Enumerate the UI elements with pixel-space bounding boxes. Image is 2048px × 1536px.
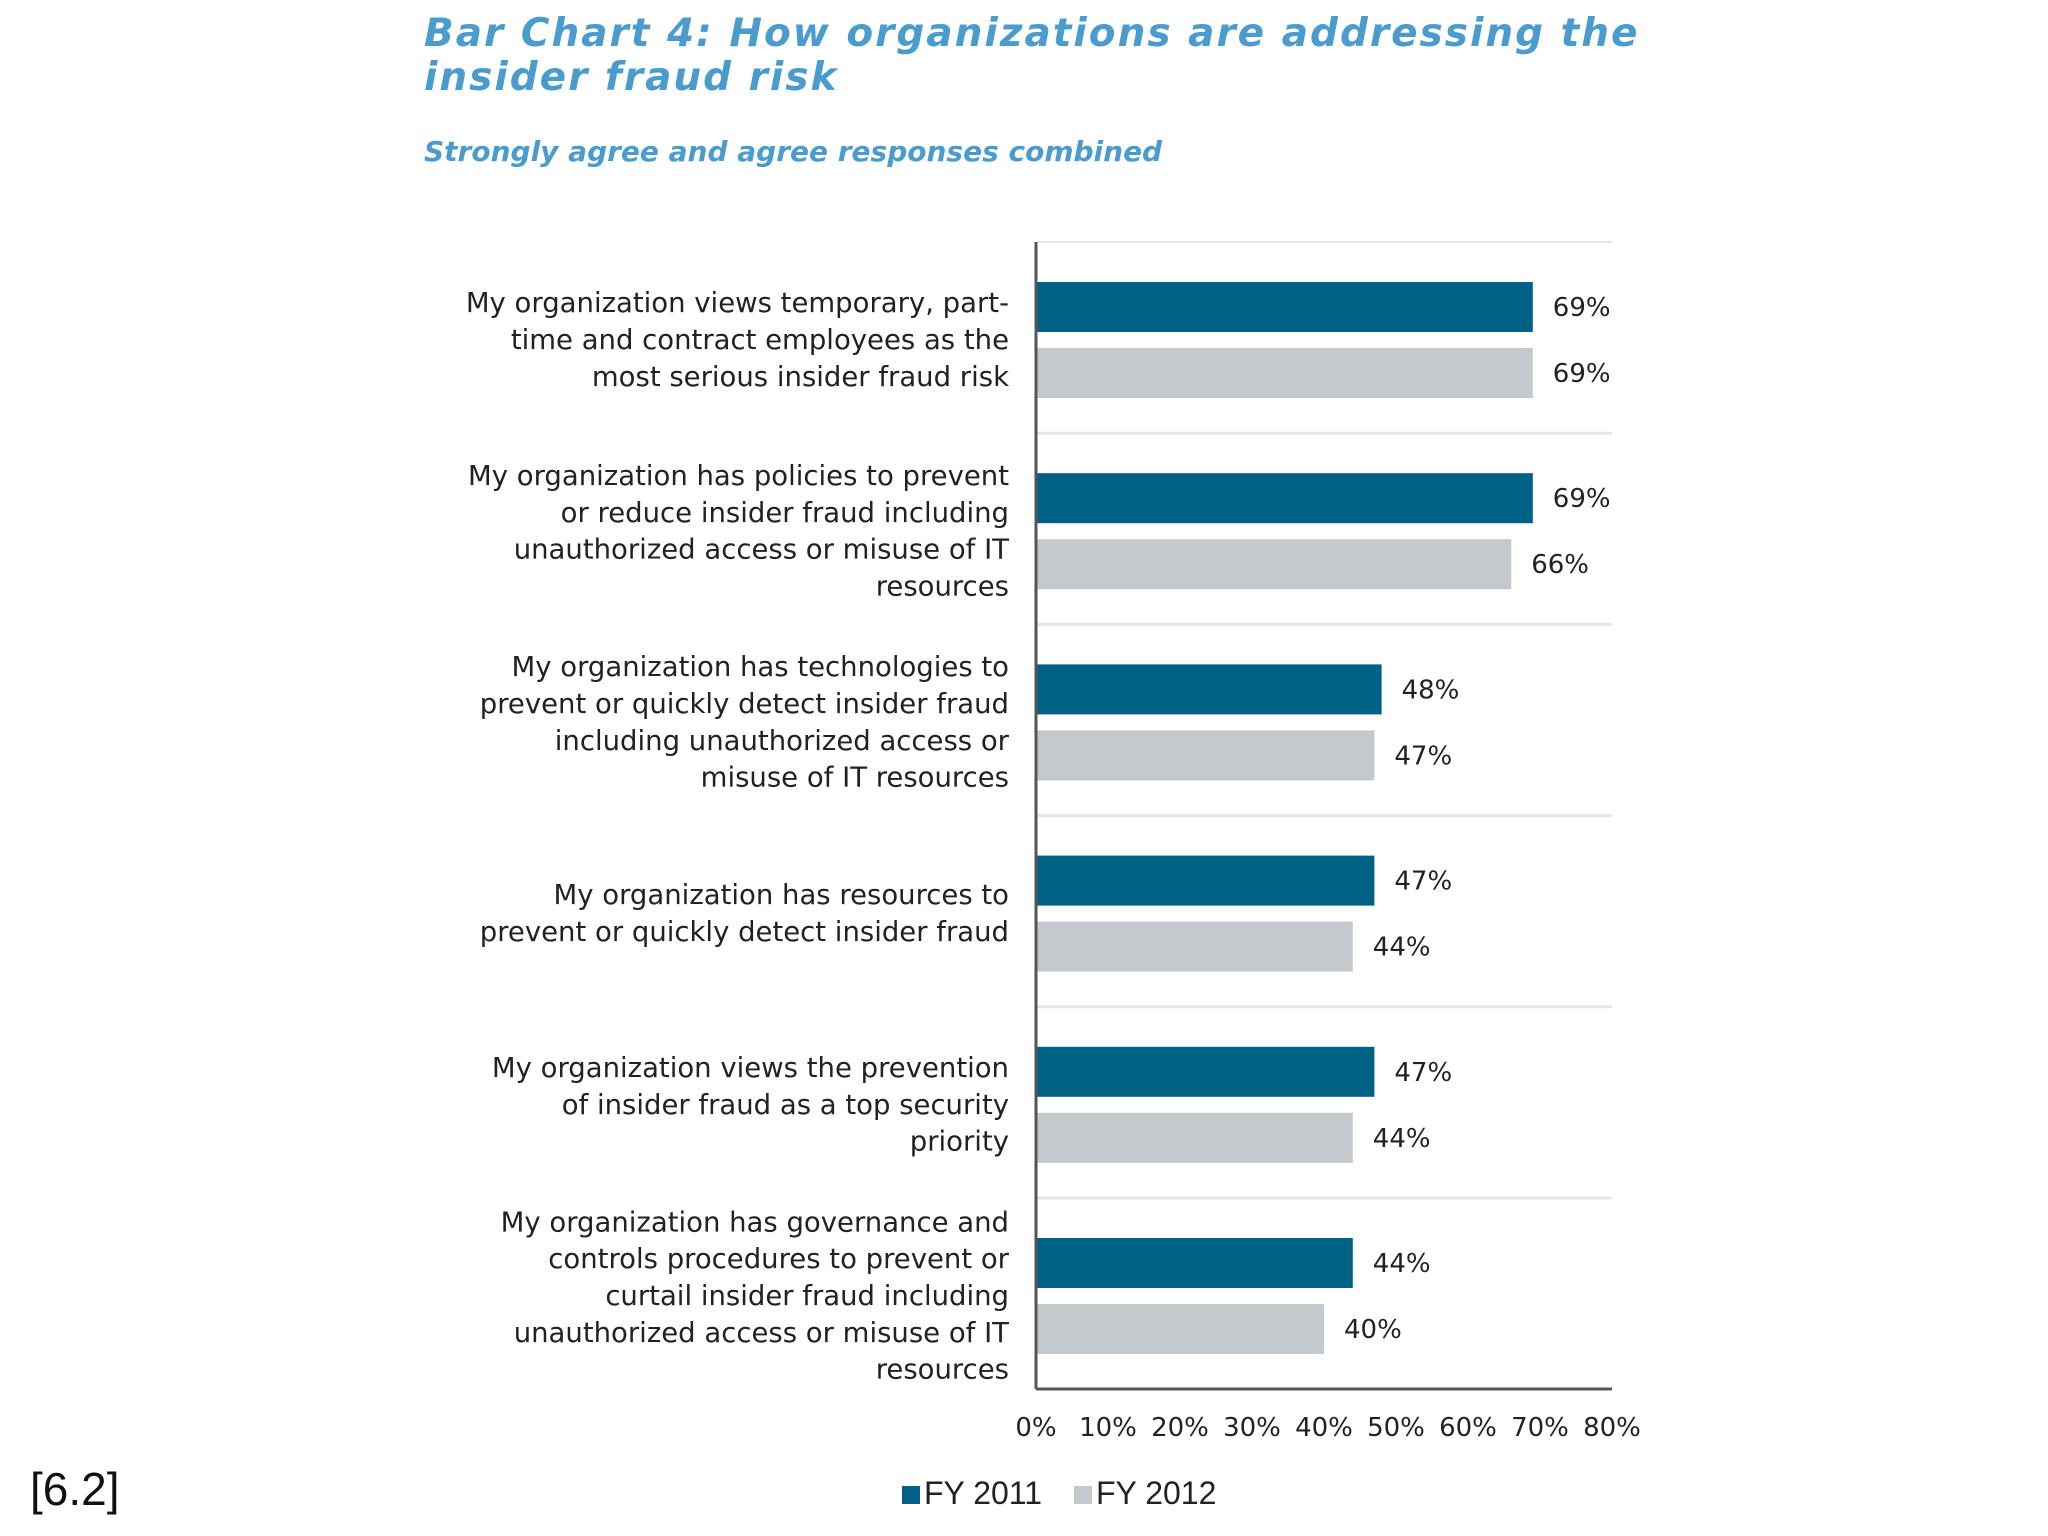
category-label-line: My organization views the prevention bbox=[492, 1052, 1009, 1084]
bar-fy2011 bbox=[1036, 1238, 1353, 1288]
bar-fy2012 bbox=[1036, 730, 1375, 781]
category-label-line: My organization has technologies to bbox=[512, 651, 1009, 683]
category-label-line: My organization has policies to prevent bbox=[468, 460, 1009, 492]
data-label: 47% bbox=[1394, 1058, 1452, 1088]
category-label-line: time and contract employees as the bbox=[511, 324, 1009, 356]
data-label: 40% bbox=[1344, 1315, 1402, 1345]
data-label: 44% bbox=[1373, 933, 1431, 963]
x-tick-label: 50% bbox=[1367, 1413, 1425, 1443]
bar-fy2011 bbox=[1036, 282, 1533, 332]
x-tick-label: 30% bbox=[1223, 1413, 1281, 1443]
data-label: 47% bbox=[1394, 741, 1452, 771]
legend-fy2012-swatch bbox=[1074, 1486, 1092, 1504]
category-label-line: priority bbox=[910, 1126, 1009, 1158]
data-label: 69% bbox=[1553, 293, 1611, 323]
category-label-line: prevent or quickly detect insider fraud bbox=[480, 916, 1009, 948]
category-label-line: unauthorized access or misuse of IT bbox=[514, 1317, 1009, 1349]
bar-fy2011 bbox=[1036, 473, 1533, 524]
data-label: 44% bbox=[1373, 1124, 1431, 1154]
bar-fy2011 bbox=[1036, 664, 1382, 715]
bar-fy2011 bbox=[1036, 1046, 1375, 1097]
bar-fy2011 bbox=[1036, 855, 1375, 906]
bar-fy2012 bbox=[1036, 348, 1533, 398]
legend-fy2011-label: FY 2011 bbox=[924, 1475, 1042, 1511]
category-label-line: controls procedures to prevent or bbox=[548, 1243, 1009, 1275]
category-label-line: of insider fraud as a top security bbox=[562, 1089, 1009, 1121]
data-label: 66% bbox=[1531, 550, 1589, 580]
category-label: My organization has policies to prevent o… bbox=[468, 460, 1009, 602]
category-label: My organization has technologies to preve… bbox=[480, 651, 1010, 793]
category-label-line: most serious insider fraud risk bbox=[592, 361, 1009, 393]
data-label: 44% bbox=[1373, 1249, 1431, 1279]
data-label: 69% bbox=[1553, 484, 1611, 514]
legend-fy2011-swatch bbox=[902, 1486, 920, 1504]
category-label-line: or reduce insider fraud including bbox=[561, 497, 1009, 529]
chart-subtitle: Strongly agree and agree responses combi… bbox=[424, 135, 1163, 168]
x-tick-label: 20% bbox=[1151, 1413, 1209, 1443]
category-label-line: resources bbox=[876, 1354, 1009, 1386]
category-label: My organization has governance and contro… bbox=[501, 1206, 1010, 1385]
category-label: My organization views temporary, part-ti… bbox=[466, 287, 1009, 393]
category-label-line: including unauthorized access or bbox=[555, 725, 1010, 757]
category-label-line: My organization views temporary, part- bbox=[466, 287, 1009, 319]
x-tick-label: 80% bbox=[1583, 1413, 1641, 1443]
category-label-line: resources bbox=[876, 570, 1009, 602]
x-tick-label: 0% bbox=[1015, 1413, 1056, 1443]
bar-fy2012 bbox=[1036, 921, 1353, 972]
bar-fy2012 bbox=[1036, 539, 1512, 590]
category-label: My organization views the prevention of i… bbox=[492, 1052, 1009, 1158]
data-label: 69% bbox=[1553, 359, 1611, 389]
bar-fy2012 bbox=[1036, 1112, 1353, 1163]
legend-fy2012-label: FY 2012 bbox=[1096, 1475, 1216, 1511]
category-label: My organization has resources to prevent … bbox=[480, 879, 1009, 948]
category-label-line: misuse of IT resources bbox=[701, 762, 1009, 794]
footnote-reference: [6.2] bbox=[30, 1463, 120, 1515]
x-tick-label: 10% bbox=[1079, 1413, 1137, 1443]
data-label: 47% bbox=[1394, 867, 1452, 897]
category-label-line: unauthorized access or misuse of IT bbox=[514, 534, 1009, 566]
chart-title: Bar Chart 4: How organizations are addre… bbox=[424, 11, 1640, 100]
category-label-line: My organization has governance and bbox=[501, 1206, 1009, 1238]
x-tick-label: 70% bbox=[1511, 1413, 1569, 1443]
category-label-line: My organization has resources to bbox=[554, 879, 1009, 911]
x-tick-label: 40% bbox=[1295, 1413, 1353, 1443]
category-label-line: prevent or quickly detect insider fraud bbox=[480, 688, 1009, 720]
x-tick-label: 60% bbox=[1439, 1413, 1497, 1443]
category-label-line: curtail insider fraud including bbox=[605, 1280, 1009, 1312]
bar-fy2012 bbox=[1036, 1304, 1324, 1354]
data-label: 48% bbox=[1402, 675, 1460, 705]
